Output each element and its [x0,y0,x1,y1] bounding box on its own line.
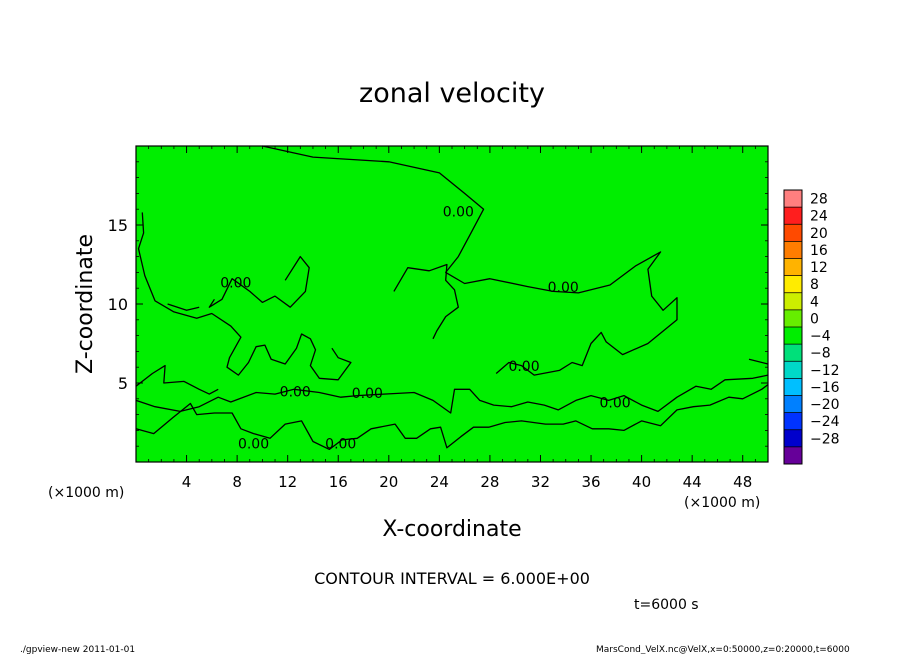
contour-interval-text: CONTOUR INTERVAL = 6.000E+00 [314,569,590,588]
y-tick-label-15: 15 [108,216,128,235]
contour-label-2: 0.00 [548,280,579,296]
colorbar-swatch-8 [784,327,802,345]
contour-line-6 [135,384,769,451]
colorbar-swatch-2 [784,224,802,242]
contour-label-3: 0.00 [508,359,539,375]
chart-title: zonal velocity [359,78,545,109]
x-tick-label-44: 44 [683,473,702,491]
x-unit-label: (×1000 m) [684,495,760,511]
contour-line-3 [137,212,352,381]
colorbar-label-9: −8 [810,346,831,362]
colorbar-label-7: 0 [810,311,819,327]
contour-line-8 [167,303,200,311]
colorbar-swatch-1 [784,207,802,225]
x-tick-label-4: 4 [182,473,192,491]
time-label: t=6000 s [634,597,699,613]
x-tick-label-28: 28 [480,473,499,491]
colorbar-swatch-10 [784,361,802,379]
contour-label-6: 0.00 [599,396,630,412]
x-axis-ticks: 4 8 12 16 20 24 28 32 36 40 44 48 [148,146,756,491]
colorbar-label-10: −12 [810,363,840,379]
x-tick-label-48: 48 [733,473,752,491]
colorbar-swatch-0 [784,190,802,208]
y-axis-label: Z-coordinate [73,234,98,374]
contour-line-0 [262,145,678,376]
x-tick-label-8: 8 [232,473,242,491]
x-tick-label-20: 20 [379,473,398,491]
colorbar-label-14: −28 [810,431,840,447]
y-unit-label: (×1000 m) [48,485,124,501]
colorbar-label-5: 8 [810,277,819,293]
x-tick-label-24: 24 [430,473,449,491]
contour-line-4 [135,364,219,395]
contour-line-5 [135,374,769,414]
colorbar-label-11: −16 [810,380,840,396]
colorbar-swatch-12 [784,395,802,414]
colorbar-label-12: −20 [810,397,840,413]
contour-line-2 [393,263,459,340]
y-tick-label-5: 5 [118,374,128,393]
x-tick-label-40: 40 [632,473,651,491]
colorbar-label-0: 28 [810,192,828,208]
colorbar-swatch-3 [784,241,802,259]
x-axis-label: X-coordinate [382,517,521,542]
contour-label-4: 0.00 [280,384,311,400]
contour-label-7: 0.00 [238,437,269,453]
contour-line-1 [208,255,310,308]
plot-area: 0.00 0.00 0.00 0.00 0.00 0.00 0.00 0.00 0.00 [135,145,769,463]
colorbar-swatch-15 [784,446,802,465]
colorbar-swatch-4 [784,258,802,277]
colorbar-swatch-5 [784,275,802,294]
colorbar-label-6: 4 [810,294,819,310]
file-info: MarsCond_VelX.nc@VelX,x=0:50000,z=0:2000… [596,645,850,654]
x-tick-label-12: 12 [278,473,297,491]
contour-label-5: 0.00 [352,386,383,402]
contour-label-1: 0.00 [443,204,474,220]
colorbar-label-8: −4 [810,329,831,345]
contour-line-7 [748,358,769,365]
x-tick-label-36: 36 [581,473,600,491]
colorbar-swatch-9 [784,344,802,362]
colorbar-label-1: 24 [810,209,828,225]
colorbar-swatch-14 [784,429,802,448]
colorbar-label-13: −24 [810,414,840,430]
contour-label-0: 0.00 [220,275,251,291]
x-tick-label-16: 16 [329,473,348,491]
y-tick-label-10: 10 [108,295,128,314]
colorbar-label-3: 16 [810,243,828,259]
plot-background [136,146,768,462]
contour-lines [135,145,769,451]
program-info: ./gpview-new 2011-01-01 [20,645,135,654]
y-axis-ticks: 5 10 15 [108,161,768,447]
colorbar-swatch-6 [784,292,802,311]
colorbar-swatch-13 [784,412,802,431]
contour-labels: 0.00 0.00 0.00 0.00 0.00 0.00 0.00 0.00 0.00 [220,204,630,452]
colorbar-swatch-7 [784,309,802,328]
contour-label-8: 0.00 [325,437,356,453]
colorbar-label-2: 20 [810,226,828,242]
colorbar-label-4: 12 [810,260,828,276]
x-tick-label-32: 32 [531,473,550,491]
colorbar-swatch-11 [784,378,802,396]
